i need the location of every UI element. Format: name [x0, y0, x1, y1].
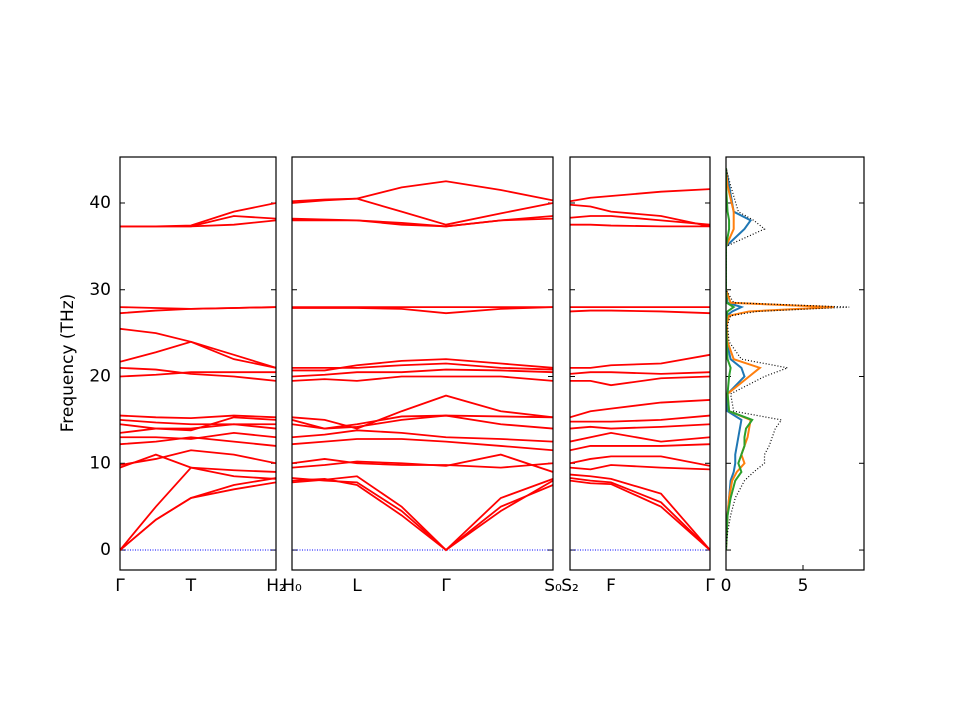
y-tick-label: 20 [89, 367, 111, 387]
band [292, 394, 553, 430]
band [120, 449, 276, 466]
dos-curve [726, 168, 850, 551]
band [292, 368, 553, 378]
y-tick-label: 0 [100, 540, 111, 560]
band [292, 477, 553, 552]
band [570, 464, 710, 471]
x-tick-label: T [185, 576, 197, 596]
x-tick-label: L [352, 576, 362, 596]
band [120, 466, 276, 551]
band [570, 443, 710, 452]
band [120, 419, 276, 426]
x-tick-label: H₂ [266, 576, 286, 596]
band [570, 188, 710, 203]
band [292, 438, 553, 452]
band [120, 436, 276, 447]
x-tick-label: 5 [798, 576, 809, 596]
band [570, 353, 710, 369]
band [292, 362, 553, 371]
band [120, 414, 276, 420]
band [570, 309, 710, 315]
band [292, 477, 553, 552]
plot-frame [725, 156, 865, 571]
x-tick-label: 0 [721, 576, 732, 596]
y-axis-label: Frequency (THz) [58, 294, 78, 433]
band [292, 414, 553, 430]
band [570, 479, 710, 551]
band [570, 414, 710, 423]
x-tick-label: S₂ [561, 576, 579, 596]
band [120, 481, 276, 551]
plot-frame [119, 156, 277, 571]
dos-curve [726, 168, 753, 551]
x-tick-label: S₀ [544, 576, 562, 596]
y-tick-label: 40 [89, 193, 111, 213]
band [292, 358, 553, 372]
band [570, 399, 710, 419]
band [120, 306, 276, 310]
band [570, 223, 710, 228]
band [570, 203, 710, 228]
band [120, 423, 276, 434]
band [120, 453, 276, 480]
band [292, 180, 553, 204]
x-tick-label: Γ [441, 576, 451, 596]
band [570, 215, 710, 226]
plot-frame [569, 156, 711, 571]
band [292, 217, 553, 228]
band [120, 215, 276, 228]
y-tick-label: 10 [89, 453, 111, 473]
x-tick-label: F [606, 576, 616, 596]
band [120, 432, 276, 440]
band [570, 375, 710, 387]
y-tick-label: 30 [89, 280, 111, 300]
band [570, 455, 710, 467]
band [570, 431, 710, 443]
band [292, 453, 553, 473]
band [570, 477, 710, 551]
band [292, 429, 553, 443]
band [120, 371, 276, 378]
plot-frame [291, 156, 554, 571]
band [120, 202, 276, 228]
band [120, 327, 276, 369]
band [570, 423, 710, 430]
band [570, 371, 710, 375]
x-tick-label: Γ [705, 576, 715, 596]
x-tick-label: H₀ [282, 576, 302, 596]
band [292, 306, 553, 315]
band [120, 366, 276, 382]
band [120, 477, 276, 551]
band [292, 375, 553, 382]
x-tick-label: Γ [115, 576, 125, 596]
band [570, 473, 710, 551]
band [292, 458, 553, 469]
band [292, 475, 553, 552]
band [120, 416, 276, 432]
